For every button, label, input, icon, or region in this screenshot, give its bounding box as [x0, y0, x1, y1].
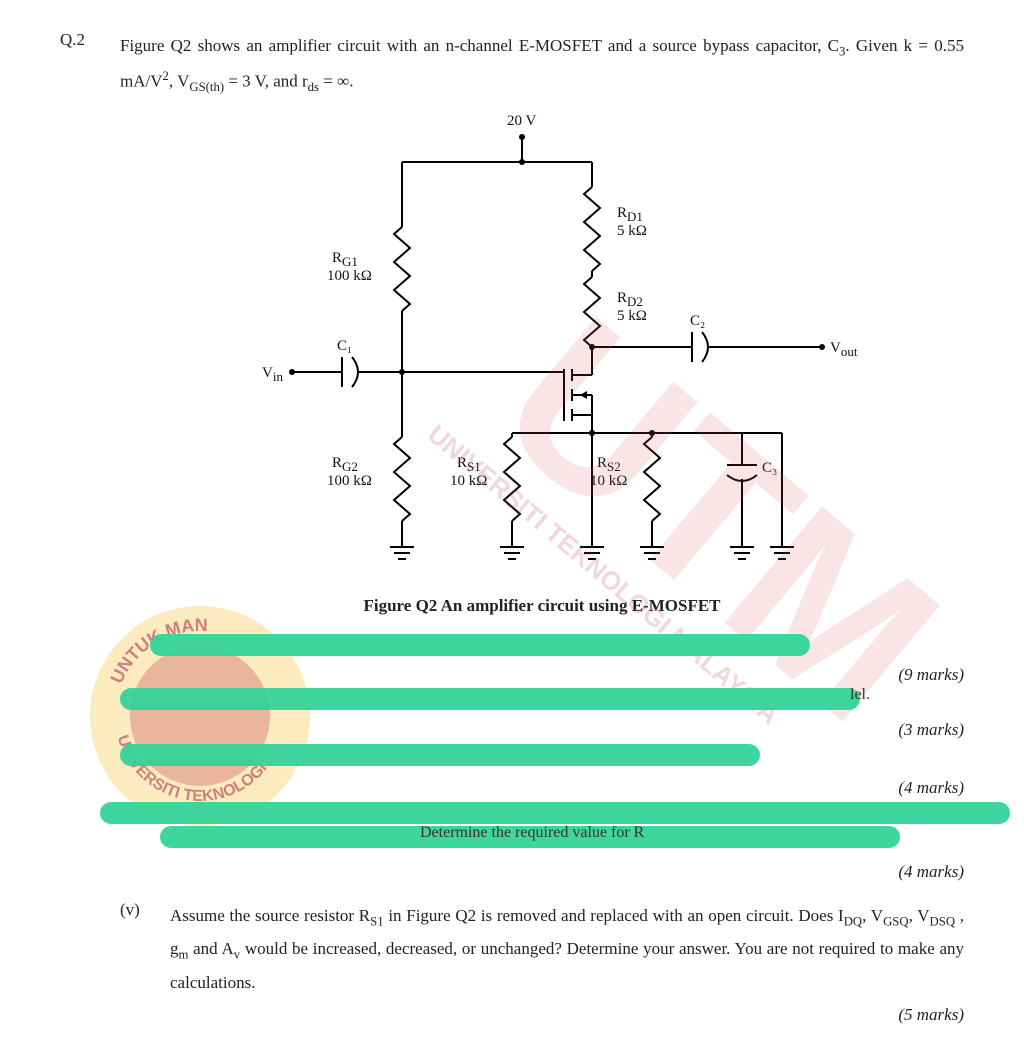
svg-text:Vin: Vin	[262, 365, 283, 384]
question-block: Q.2 Figure Q2 shows an amplifier circuit…	[60, 30, 964, 1031]
svg-text:C₂: C₂	[690, 313, 705, 329]
svg-text:10 kΩ: 10 kΩ	[590, 473, 627, 489]
circuit-svg: .wire { stroke:#000; stroke-width:2; fil…	[222, 107, 862, 587]
svg-text:RS1: RS1	[457, 455, 481, 474]
fragment-text: Determine the required value for R	[420, 824, 644, 842]
svg-text:100 kΩ: 100 kΩ	[327, 473, 372, 489]
question-body: Figure Q2 shows an amplifier circuit wit…	[120, 30, 964, 1031]
question-label: Q.2	[60, 30, 120, 1031]
svg-text:RG2: RG2	[332, 455, 358, 474]
question-intro: Figure Q2 shows an amplifier circuit wit…	[120, 30, 964, 99]
svg-text:5 kΩ: 5 kΩ	[617, 223, 647, 239]
svg-text:RS2: RS2	[597, 455, 621, 474]
fragment-text: lel.	[850, 686, 870, 704]
svg-text:Vout: Vout	[830, 340, 858, 359]
part-text: Assume the source resistor RS1 in Figure…	[170, 900, 964, 1000]
marks-label: (4 marks)	[120, 862, 964, 882]
svg-text:C₁: C₁	[337, 338, 352, 354]
redacted-region: UTM UNIVERSITI TEKNOLOGI MALAYSIA UNTUK …	[120, 626, 964, 856]
part-label: (v)	[120, 900, 170, 1000]
highlight-stroke	[100, 802, 1010, 824]
svg-text:RG1: RG1	[332, 250, 358, 269]
marks-label: (9 marks)	[898, 665, 964, 685]
svg-text:100 kΩ: 100 kΩ	[327, 268, 372, 284]
highlight-stroke	[120, 688, 860, 710]
highlight-stroke	[120, 744, 760, 766]
marks-label: (3 marks)	[898, 720, 964, 740]
svg-text:RD2: RD2	[617, 290, 643, 309]
part-v: (v) Assume the source resistor RS1 in Fi…	[120, 900, 964, 1000]
highlight-stroke	[150, 634, 810, 656]
svg-text:5 kΩ: 5 kΩ	[617, 308, 647, 324]
circuit-diagram: .wire { stroke:#000; stroke-width:2; fil…	[120, 107, 964, 592]
svg-text:10 kΩ: 10 kΩ	[450, 473, 487, 489]
svg-text:RD1: RD1	[617, 205, 643, 224]
marks-label: (5 marks)	[120, 1005, 964, 1025]
ground-icon	[390, 547, 414, 559]
marks-label: (4 marks)	[898, 778, 964, 798]
svg-text:C₃: C₃	[762, 460, 777, 476]
figure-caption: Figure Q2 An amplifier circuit using E-M…	[120, 596, 964, 616]
supply-label: 20 V	[507, 113, 536, 129]
